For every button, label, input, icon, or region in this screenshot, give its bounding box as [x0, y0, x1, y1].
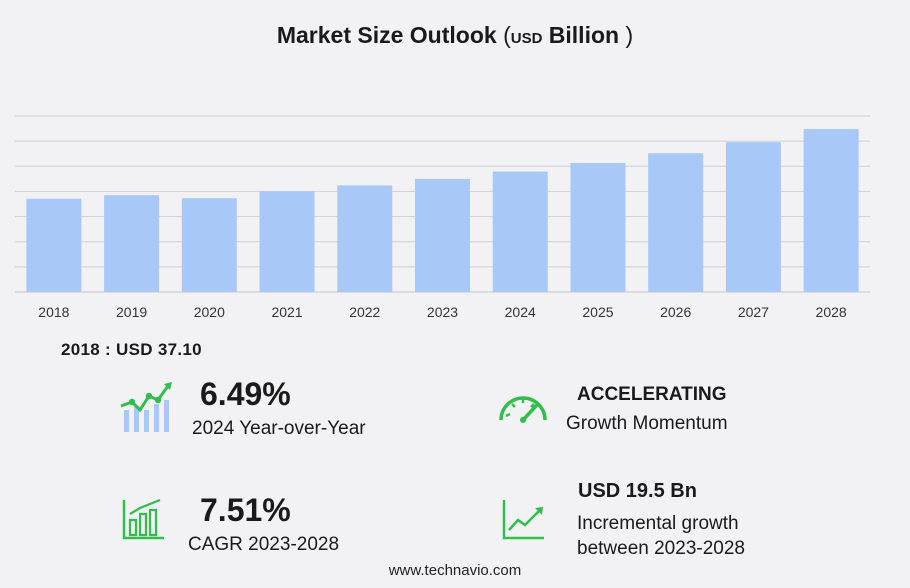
momentum-label: Growth Momentum — [566, 413, 728, 434]
x-tick-2028: 2028 — [816, 304, 847, 320]
x-tick-2025: 2025 — [582, 304, 613, 320]
x-tick-2026: 2026 — [660, 304, 691, 320]
bar-2023 — [415, 178, 470, 292]
bar-2022 — [337, 185, 393, 292]
title-open-paren: ( — [503, 22, 511, 48]
bar-2025 — [570, 163, 626, 292]
bar-2019 — [104, 195, 160, 292]
yoy-value: 6.49% — [200, 376, 291, 412]
chart-bars — [26, 129, 859, 292]
x-tick-2019: 2019 — [116, 304, 147, 320]
title-unit-big: Billion — [548, 22, 620, 48]
trend-line-icon — [502, 500, 544, 540]
title-unit-small: USD — [510, 30, 543, 47]
footer-source: www.technavio.com — [388, 562, 522, 579]
speedometer-icon — [499, 396, 547, 423]
cagr-label: CAGR 2023-2028 — [188, 534, 340, 555]
x-tick-2018: 2018 — [38, 304, 69, 320]
x-tick-2024: 2024 — [505, 304, 536, 320]
base-year-value: 2018 : USD 37.10 — [61, 340, 202, 360]
bar-2021 — [259, 191, 315, 292]
base-year-number: 37.10 — [157, 340, 202, 359]
bar-chart-icon — [122, 498, 164, 540]
bar-2018 — [26, 198, 82, 292]
cagr-value: 7.51% — [200, 492, 291, 528]
bar-2028 — [803, 129, 859, 292]
title-main: Market Size Outlook — [276, 22, 497, 48]
title-close-paren: ) — [625, 22, 634, 48]
momentum-value: ACCELERATING — [577, 384, 727, 405]
x-tick-2020: 2020 — [194, 304, 225, 320]
chart-title: Market Size Outlook (USD Billion ) — [0, 22, 910, 49]
bar-chart: 2018 2019 2020 2021 2022 2023 2024 2025 2026 2027… — [15, 115, 870, 320]
chart-x-ticks: 2018 2019 2020 2021 2022 2023 2024 2025 2026 2027… — [38, 304, 847, 320]
incremental-label-2: between 2023-2028 — [577, 538, 745, 559]
bar-2026 — [648, 153, 704, 292]
yoy-label: 2024 Year-over-Year — [192, 418, 366, 439]
bar-2027 — [725, 142, 781, 292]
growth-chart-icon — [120, 382, 172, 432]
bar-2020 — [181, 198, 237, 292]
x-tick-2021: 2021 — [271, 304, 302, 320]
incremental-label-1: Incremental growth — [577, 513, 739, 534]
x-tick-2023: 2023 — [427, 304, 458, 320]
incremental-value: USD 19.5 Bn — [578, 480, 697, 502]
bar-2024 — [492, 171, 548, 292]
base-year-label: 2018 : USD — [61, 340, 153, 359]
x-tick-2022: 2022 — [349, 304, 380, 320]
x-tick-2027: 2027 — [738, 304, 769, 320]
